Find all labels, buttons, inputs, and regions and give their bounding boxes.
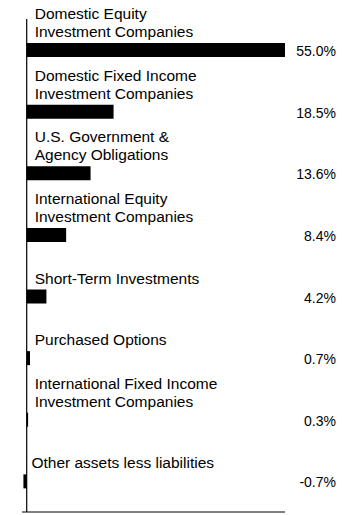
svg-text:International Equity: International Equity (35, 190, 168, 207)
svg-text:U.S. Government &: U.S. Government & (35, 128, 170, 145)
svg-text:Short-Term Investments: Short-Term Investments (35, 270, 200, 287)
svg-text:-0.7%: -0.7% (299, 474, 336, 490)
svg-text:55.0%: 55.0% (296, 43, 336, 59)
svg-text:Investment Companies: Investment Companies (35, 208, 194, 225)
svg-text:13.6%: 13.6% (296, 166, 336, 182)
svg-text:Investment Companies: Investment Companies (35, 23, 194, 40)
svg-text:International Fixed Income: International Fixed Income (35, 375, 218, 392)
svg-text:0.3%: 0.3% (304, 413, 336, 429)
svg-text:Other assets less liabilities: Other assets less liabilities (31, 454, 214, 471)
svg-text:0.7%: 0.7% (304, 351, 336, 367)
svg-text:Domestic Fixed Income: Domestic Fixed Income (35, 67, 197, 84)
svg-text:Domestic Equity: Domestic Equity (35, 5, 147, 22)
svg-text:4.2%: 4.2% (304, 290, 336, 306)
svg-text:8.4%: 8.4% (304, 228, 336, 244)
svg-text:Investment Companies: Investment Companies (35, 85, 194, 102)
svg-text:Purchased Options: Purchased Options (35, 331, 167, 348)
svg-text:Agency Obligations: Agency Obligations (35, 146, 169, 163)
svg-text:Investment Companies: Investment Companies (35, 393, 194, 410)
svg-text:18.5%: 18.5% (296, 105, 336, 121)
